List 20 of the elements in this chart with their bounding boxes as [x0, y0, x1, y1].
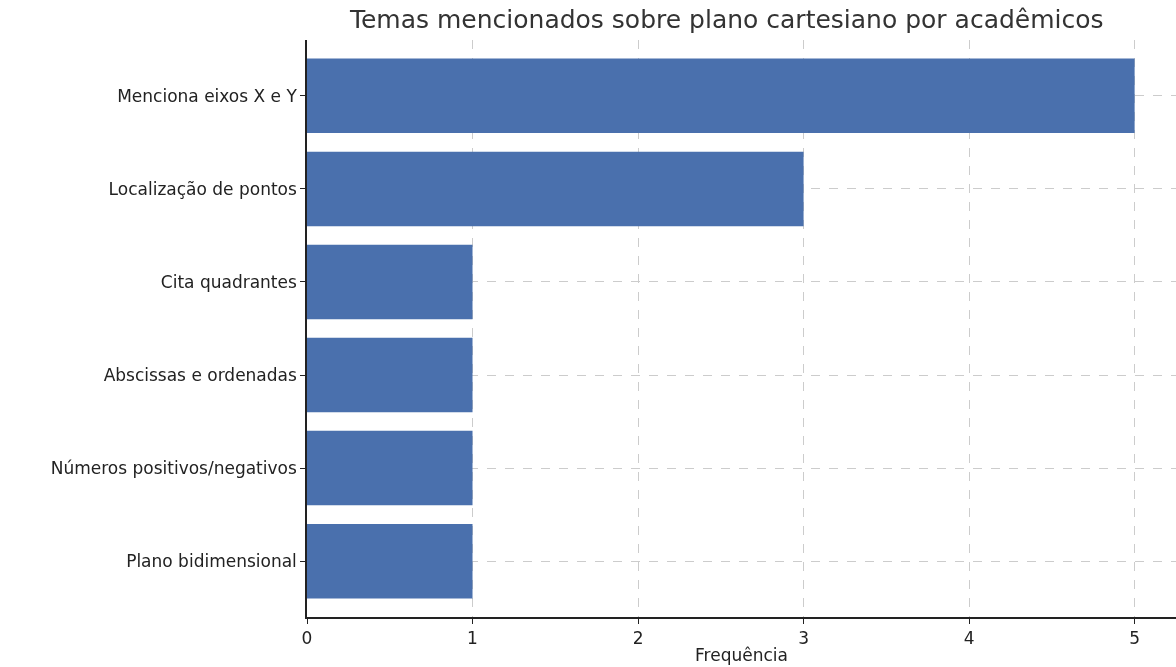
x-tick-label: 0 [301, 628, 313, 649]
y-tick-label: Abscissas e ordenadas [103, 364, 297, 385]
x-tick-label: 2 [632, 628, 644, 649]
x-axis-title: Frequência [695, 645, 788, 666]
y-tick-label: Plano bidimensional [126, 551, 297, 572]
bar [307, 523, 473, 599]
bar [307, 337, 473, 413]
y-tick-label: Localização de pontos [108, 178, 297, 199]
bar [307, 58, 1135, 134]
x-tick-label: 5 [1129, 628, 1141, 649]
bar [307, 430, 473, 506]
y-tick-label: Menciona eixos X e Y [117, 85, 298, 106]
x-tick-label: 4 [963, 628, 975, 649]
y-tick-label: Cita quadrantes [160, 271, 297, 292]
bar [307, 151, 804, 227]
x-tick-label: 3 [798, 628, 809, 649]
x-tick-label: 1 [467, 628, 478, 649]
y-tick-label: Números positivos/negativos [50, 458, 297, 479]
bar [307, 244, 473, 320]
chart-title: Temas mencionados sobre plano cartesiano por acadêmicos [348, 4, 1104, 34]
